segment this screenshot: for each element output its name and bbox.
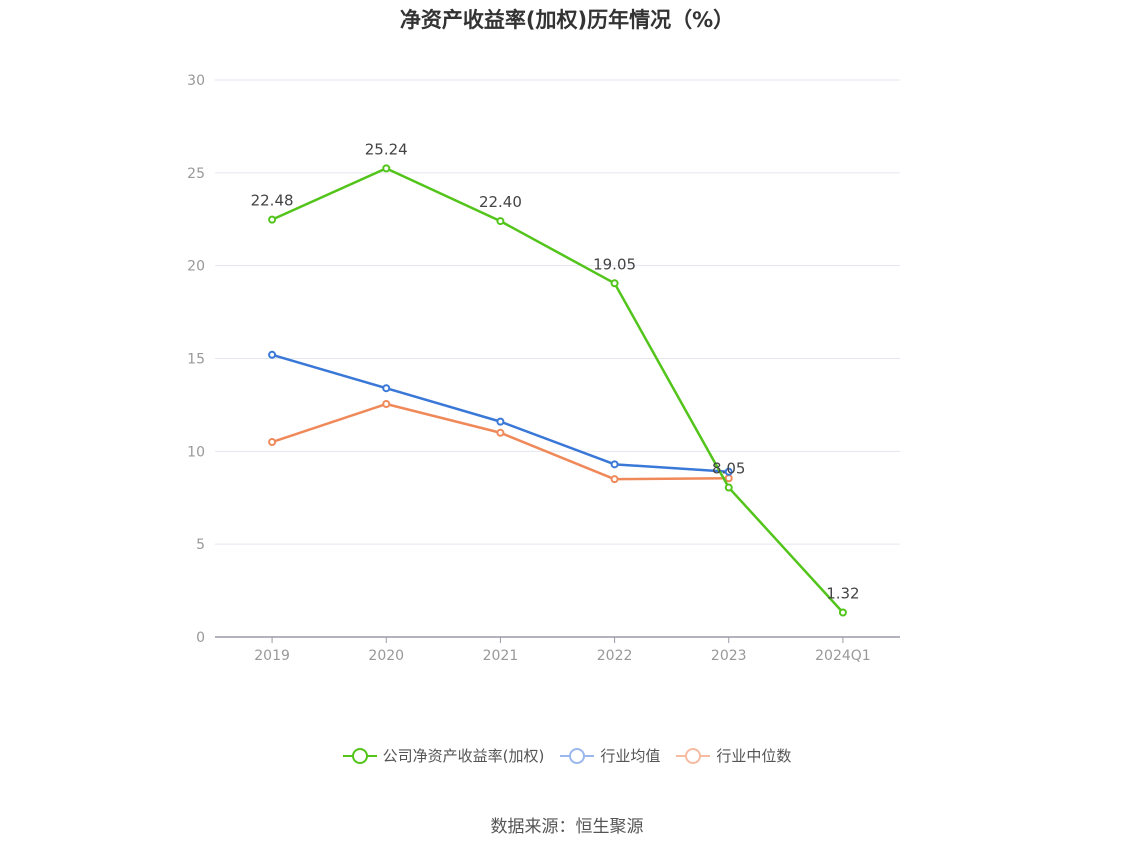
y-tick-label: 5	[196, 537, 205, 553]
x-tick-label: 2021	[483, 648, 519, 664]
data-point	[724, 467, 733, 476]
legend-marker-industry-average	[560, 747, 595, 764]
y-tick-label: 30	[187, 73, 205, 89]
grid-layer	[215, 79, 900, 545]
data-point	[382, 164, 391, 173]
legend: 公司净资产收益率(加权) 行业均值 行业中位数	[0, 745, 1134, 766]
data-label: 19.05	[593, 255, 636, 273]
data-point	[268, 215, 277, 224]
data-point	[268, 350, 277, 359]
x-tick-label: 2023	[711, 648, 747, 664]
legend-label-company: 公司净资产收益率(加权)	[382, 747, 545, 765]
series-layer	[268, 164, 847, 617]
y-tick-label: 10	[187, 444, 205, 460]
y-tick-label: 0	[196, 630, 205, 646]
data-label: 1.32	[826, 584, 859, 602]
data-point	[610, 279, 619, 288]
data-point	[496, 417, 505, 426]
data-point	[610, 460, 619, 469]
series-line-0	[271, 167, 844, 614]
x-tick-label: 2019	[254, 648, 290, 664]
data-source: 数据来源：恒生聚源	[490, 817, 644, 837]
data-label: 22.40	[479, 193, 522, 211]
data-label: 8.05	[712, 460, 745, 478]
chart-title: 净资产收益率(加权)历年情况（%）	[399, 8, 735, 32]
legend-marker-industry-median	[676, 747, 711, 764]
data-point	[496, 428, 505, 437]
data-label: 22.48	[251, 192, 294, 210]
y-tick-label: 20	[187, 259, 205, 275]
legend-marker-company	[342, 747, 377, 764]
x-tick-label: 2022	[597, 648, 633, 664]
legend-item-industry-average[interactable]: 行业均值	[560, 745, 660, 766]
x-tick-label: 2024Q1	[815, 648, 871, 664]
legend-item-company[interactable]: 公司净资产收益率(加权)	[342, 745, 545, 766]
series-line-1	[271, 353, 729, 474]
data-label: 25.24	[365, 140, 408, 158]
y-tick-label: 25	[187, 166, 205, 182]
data-point	[382, 384, 391, 393]
data-point	[268, 438, 277, 447]
legend-item-industry-median[interactable]: 行业中位数	[676, 745, 791, 766]
data-point	[838, 608, 847, 617]
legend-label-industry-average: 行业均值	[600, 747, 661, 765]
label-layer: 22.48 25.24 22.40 19.05 8.05 1.32	[251, 140, 860, 602]
y-tick-label: 15	[187, 352, 205, 368]
axis-layer: 0 5 10 15 20 25 30 2019 2020 2021 2022 2023 2024Q1	[187, 73, 900, 664]
data-point	[382, 399, 391, 408]
data-point	[496, 217, 505, 226]
legend-label-industry-median: 行业中位数	[716, 747, 792, 765]
x-tick-label: 2020	[368, 648, 404, 664]
data-point	[724, 483, 733, 492]
data-point	[610, 475, 619, 484]
